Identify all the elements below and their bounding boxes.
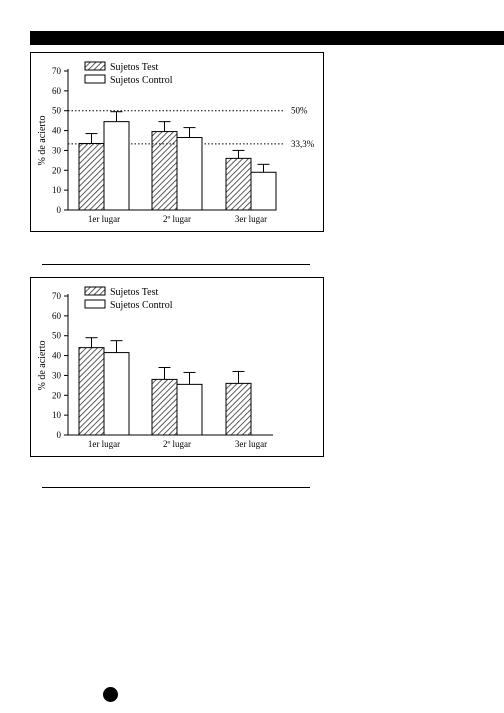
y-tick-label: 20 xyxy=(52,165,62,175)
x-category-label: 1er lugar xyxy=(88,214,120,224)
x-category-label: 2º lugar xyxy=(163,439,191,449)
y-tick-label: 50 xyxy=(52,331,62,341)
y-tick-label: 60 xyxy=(52,86,62,96)
y-tick-label: 10 xyxy=(52,410,62,420)
x-category-label: 3er lugar xyxy=(235,439,267,449)
x-category-label: 3er lugar xyxy=(235,214,267,224)
legend-swatch xyxy=(84,61,106,71)
bar-chart-1: 0 10 20 30 40 50 60 70 % de acierto 50% 33,3% 1er l… xyxy=(37,61,315,224)
bar-test xyxy=(78,142,105,211)
bar-test xyxy=(78,347,105,436)
page-bullet-icon xyxy=(103,687,118,702)
reference-line-label: 50% xyxy=(291,106,308,116)
y-tick-label: 60 xyxy=(52,311,62,321)
divider-1 xyxy=(42,264,310,265)
header-bar xyxy=(30,31,504,45)
x-category-label: 1er lugar xyxy=(88,439,120,449)
bar-control xyxy=(250,171,277,211)
bar-control xyxy=(176,137,203,211)
bar-test xyxy=(225,157,252,211)
bar-chart-2: 0 10 20 30 40 50 60 70 % de acierto 1er lugar 2º l… xyxy=(37,286,273,449)
y-axis-label: % de acierto xyxy=(37,341,48,391)
y-tick-label: 20 xyxy=(52,390,62,400)
y-tick-label: 70 xyxy=(52,291,62,301)
y-tick-label: 0 xyxy=(57,205,62,215)
legend-swatch xyxy=(84,74,106,84)
reference-line-label: 33,3% xyxy=(291,139,315,149)
y-tick-label: 40 xyxy=(52,351,62,361)
legend-label: Sujetos Test xyxy=(110,62,159,73)
bar-test xyxy=(225,382,252,436)
y-tick-label: 70 xyxy=(52,66,62,76)
legend-swatch xyxy=(84,299,106,309)
y-tick-label: 40 xyxy=(52,126,62,136)
y-tick-label: 50 xyxy=(52,106,62,116)
divider-2 xyxy=(42,487,310,488)
chart-panel-1: 0 10 20 30 40 50 60 70 % de acierto 50% 33,3% 1er l… xyxy=(30,52,324,232)
bar-control xyxy=(103,352,130,436)
y-tick-label: 10 xyxy=(52,185,62,195)
legend-label: Sujetos Test xyxy=(110,287,159,298)
bar-test xyxy=(151,131,178,211)
y-tick-label: 30 xyxy=(52,145,62,155)
legend-label: Sujetos Control xyxy=(110,300,173,311)
y-axis-label: % de acierto xyxy=(37,116,48,166)
legend-swatch xyxy=(84,286,106,296)
bar-control xyxy=(103,121,130,211)
x-category-label: 2º lugar xyxy=(163,214,191,224)
bar-control xyxy=(176,383,203,436)
bar-test xyxy=(151,378,178,436)
y-tick-label: 30 xyxy=(52,370,62,380)
y-tick-label: 0 xyxy=(57,430,62,440)
chart-panel-2: 0 10 20 30 40 50 60 70 % de acierto 1er lugar 2º l… xyxy=(30,277,324,457)
legend-label: Sujetos Control xyxy=(110,75,173,86)
